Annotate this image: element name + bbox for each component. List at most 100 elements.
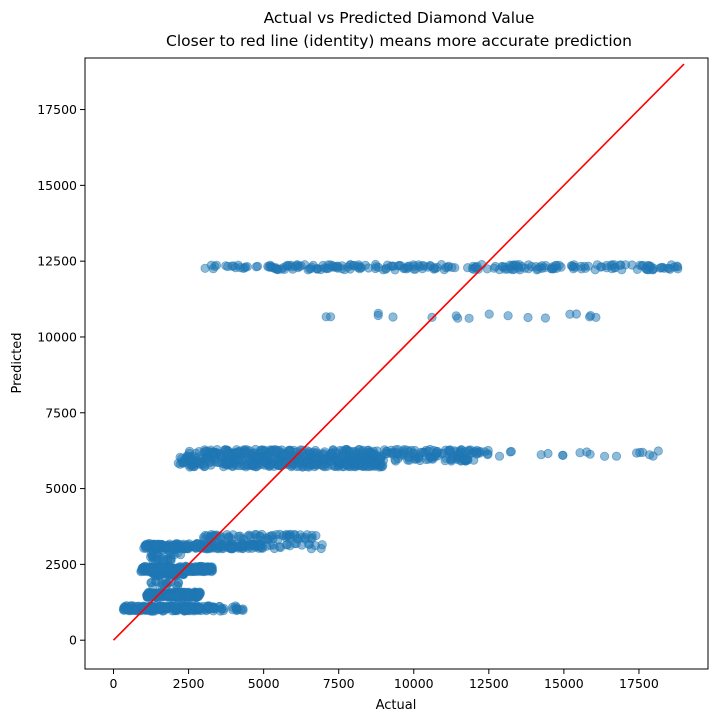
data-point	[464, 313, 474, 323]
data-point	[321, 312, 331, 322]
data-point	[471, 262, 481, 272]
data-point	[337, 261, 347, 271]
x-axis: 0 2500 5000 7500 10000 12500 15000 17500	[110, 669, 659, 691]
data-point	[190, 565, 200, 575]
data-point	[363, 263, 374, 273]
data-point	[192, 539, 202, 550]
data-point	[369, 449, 380, 459]
data-point	[373, 262, 384, 272]
data-point	[192, 591, 203, 602]
x-tick-label: 10000	[394, 676, 434, 691]
x-tick-label: 2500	[173, 676, 205, 691]
y-tick-label: 7500	[45, 405, 77, 420]
data-point	[184, 592, 194, 602]
data-point	[543, 448, 553, 459]
data-point	[233, 531, 243, 542]
data-point	[381, 263, 391, 273]
data-point	[131, 603, 141, 613]
y-tick-label: 5000	[45, 481, 77, 496]
data-point	[659, 263, 669, 273]
data-point	[273, 534, 283, 545]
data-point	[284, 532, 295, 542]
data-point	[323, 260, 333, 270]
data-point	[391, 447, 402, 458]
data-point	[505, 260, 515, 270]
data-point	[520, 263, 530, 273]
data-point	[224, 532, 234, 542]
data-point	[388, 312, 398, 322]
data-point	[644, 450, 655, 460]
data-point	[326, 449, 337, 459]
data-point	[194, 603, 204, 613]
data-point	[201, 446, 211, 456]
data-point	[123, 605, 133, 615]
data-point	[472, 449, 482, 459]
y-tick-label: 17500	[37, 102, 77, 117]
data-point	[566, 261, 577, 271]
data-point	[159, 556, 169, 566]
chart-subtitle: Closer to red line (identity) means more…	[166, 32, 632, 50]
data-point	[233, 447, 243, 457]
data-point	[547, 262, 557, 272]
data-point	[584, 312, 595, 322]
data-point	[307, 533, 317, 543]
data-point	[317, 540, 327, 550]
data-point	[429, 263, 439, 273]
data-point	[494, 451, 505, 461]
data-point	[540, 313, 551, 323]
data-point	[228, 605, 238, 615]
data-point	[318, 449, 328, 459]
data-point	[227, 543, 237, 554]
data-point	[285, 446, 295, 456]
data-point	[338, 446, 348, 456]
data-point	[304, 264, 315, 274]
data-point	[192, 456, 202, 466]
data-point	[503, 311, 513, 321]
data-point	[216, 604, 227, 614]
data-point	[172, 591, 182, 601]
data-point	[231, 262, 241, 273]
data-point	[419, 261, 429, 271]
data-point	[272, 264, 282, 274]
data-points	[118, 259, 683, 616]
data-point	[575, 448, 585, 458]
y-tick-label: 15000	[37, 178, 77, 193]
data-point	[149, 539, 160, 549]
plot-frame	[84, 57, 709, 670]
data-point	[373, 310, 383, 321]
data-point	[451, 311, 461, 321]
data-point	[590, 265, 600, 275]
data-point	[523, 312, 533, 323]
data-point	[616, 260, 626, 270]
data-point	[611, 451, 622, 461]
data-point	[506, 446, 516, 457]
x-tick-label: 0	[110, 676, 118, 691]
data-point	[672, 262, 683, 272]
y-axis: 0 2500 5000 7500 10000 12500 15000 17500	[37, 102, 85, 648]
data-point	[635, 447, 645, 458]
data-point	[320, 462, 330, 472]
y-tick-label: 12500	[37, 254, 77, 269]
data-point	[558, 450, 568, 460]
data-point	[253, 261, 263, 271]
x-tick-label: 17500	[619, 676, 659, 691]
data-point	[244, 543, 254, 554]
data-point	[431, 448, 442, 458]
data-point	[607, 264, 617, 274]
chart-title: Actual vs Predicted Diamond Value	[264, 9, 535, 27]
y-tick-label: 10000	[37, 329, 77, 344]
data-point	[304, 447, 314, 457]
data-point	[259, 445, 270, 455]
data-point	[316, 264, 326, 275]
data-point	[353, 260, 364, 270]
data-point	[220, 445, 231, 455]
data-point	[599, 451, 610, 461]
data-point	[140, 540, 150, 551]
data-point	[576, 261, 586, 271]
identity-line-group	[112, 63, 685, 641]
data-point	[462, 263, 473, 273]
data-point	[191, 448, 201, 458]
data-point	[181, 542, 191, 552]
y-tick-label: 2500	[45, 557, 77, 572]
